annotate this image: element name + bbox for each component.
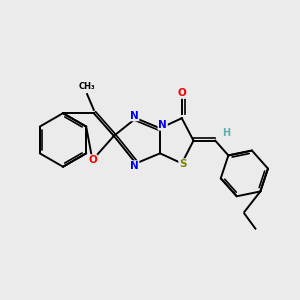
Text: S: S bbox=[179, 159, 187, 169]
Text: O: O bbox=[177, 88, 186, 98]
Text: O: O bbox=[88, 155, 97, 165]
Text: N: N bbox=[130, 161, 139, 171]
Text: N: N bbox=[158, 120, 167, 130]
Text: H: H bbox=[222, 128, 230, 138]
Text: N: N bbox=[130, 110, 139, 121]
Text: CH₃: CH₃ bbox=[79, 82, 95, 91]
